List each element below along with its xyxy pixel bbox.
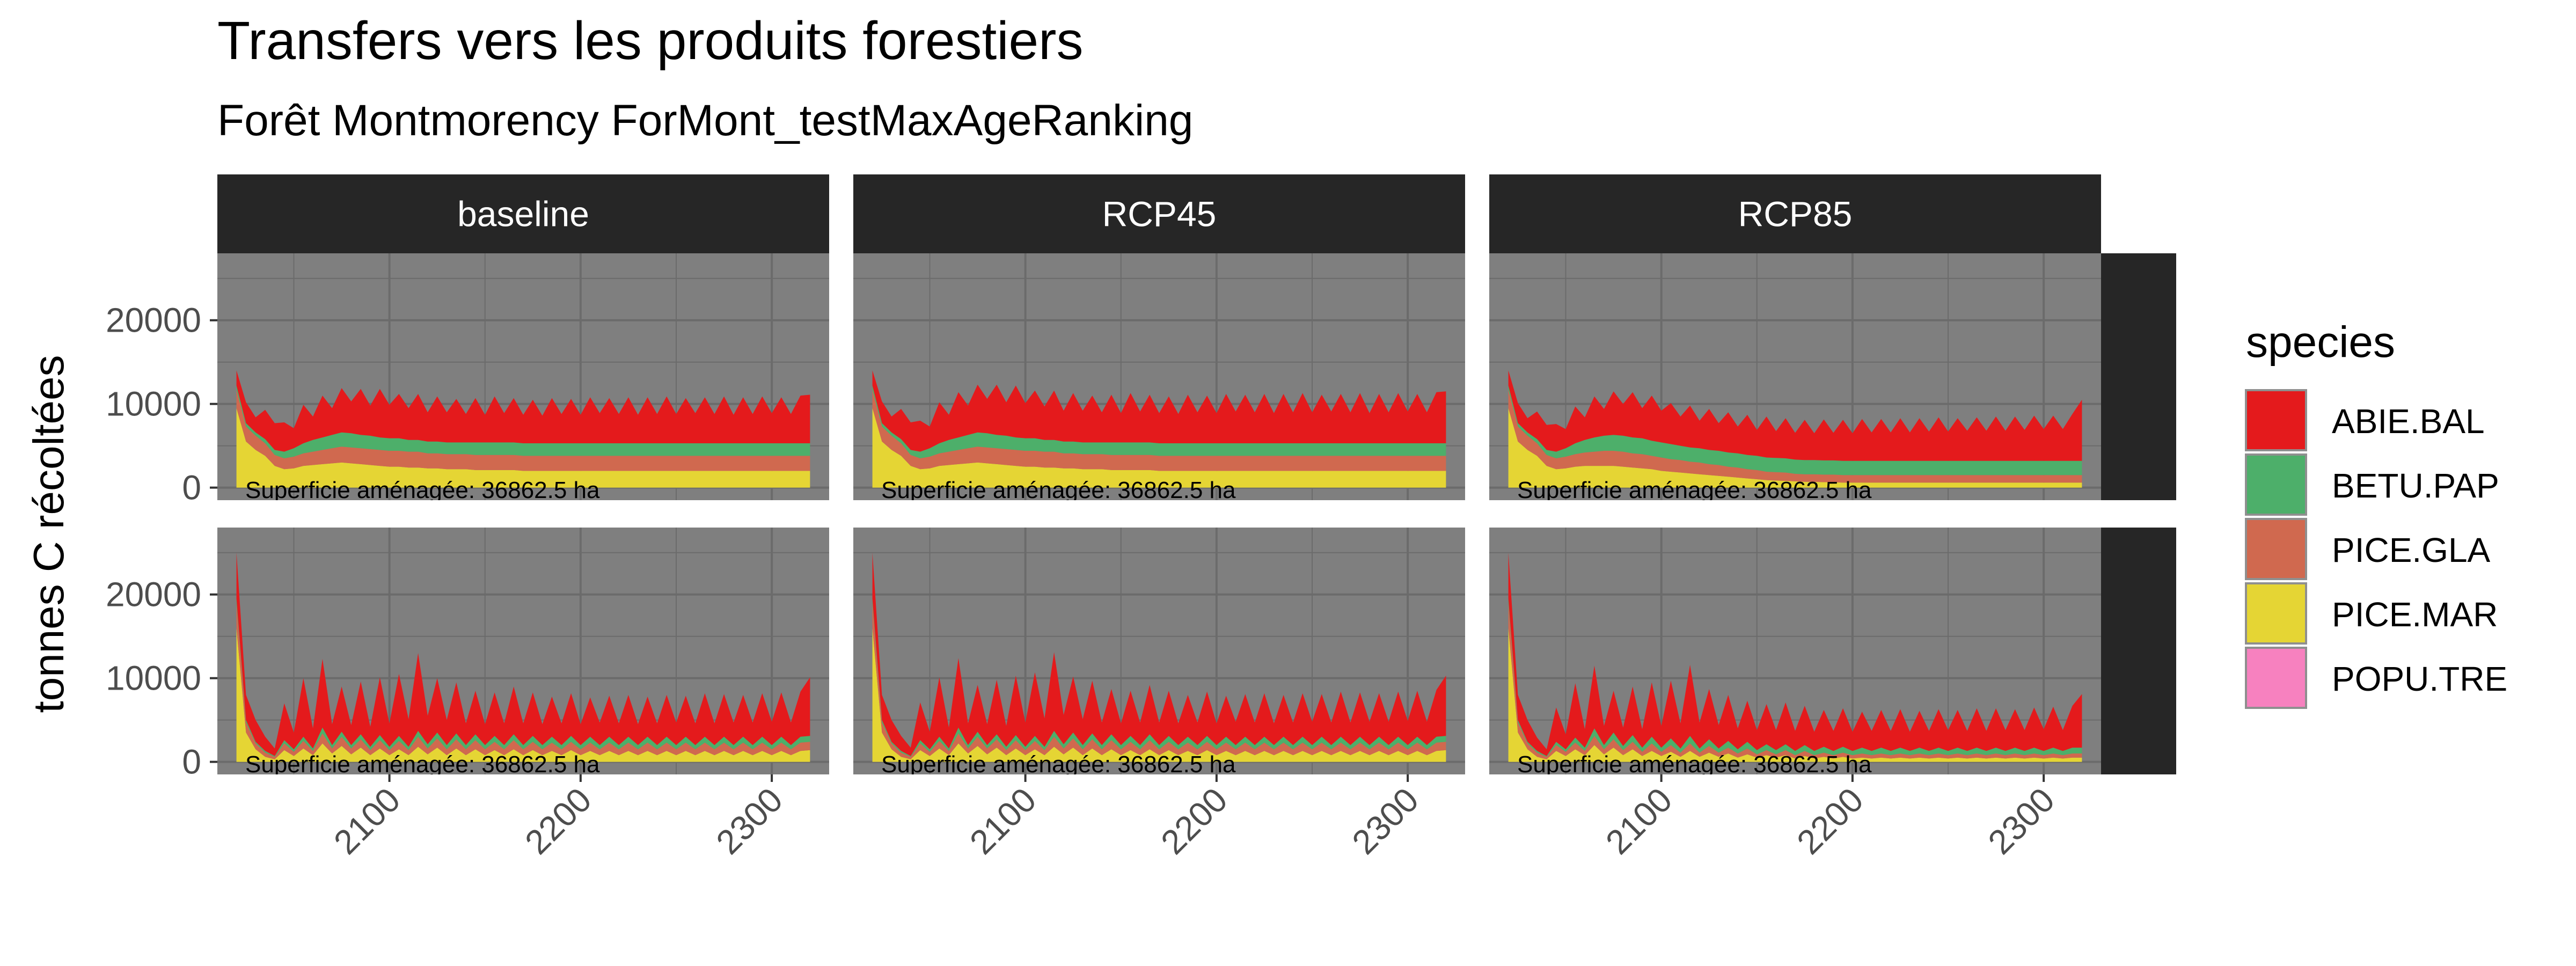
stacked-areas: [872, 552, 1446, 762]
panel-annotation: Superficie aménagée: 36862.5 ha: [245, 751, 600, 778]
area-pice-mar: [872, 408, 1446, 488]
panel-rcp85-couvert-permanent: Superficie aménagée: 36862.5 ha: [1489, 528, 2101, 778]
legend-label: ABIE.BAL: [2332, 402, 2485, 441]
facet-strip-rcp85: RCP85: [1489, 174, 2101, 253]
panel-annotation: Superficie aménagée: 36862.5 ha: [881, 751, 1236, 778]
x-tick-label: 2300: [708, 780, 790, 862]
area-pice-gla: [1508, 390, 2082, 483]
plot-area: baseline RCP45 RCP85 CPRS Couvert permanent S…: [106, 174, 2176, 862]
stacked-areas: [872, 370, 1446, 488]
y-tick-label: 10000: [106, 659, 201, 698]
legend-swatch: [2245, 647, 2307, 709]
y-tick-label: 20000: [106, 575, 201, 614]
area-abie-bal: [872, 370, 1446, 452]
y-tick-label: 10000: [106, 385, 201, 423]
legend-item-popu-tre: POPU.TRE: [2245, 647, 2507, 709]
legend-item-pice-mar: PICE.MAR: [2245, 582, 2498, 645]
x-axis-3: 2100 2200 2300: [1598, 774, 2062, 862]
legend-label: BETU.PAP: [2332, 466, 2499, 505]
area-abie-bal: [1508, 552, 2082, 756]
y-tick-label: 0: [182, 743, 201, 781]
legend: species ABIE.BAL BETU.PAP PICE.GLA PICE.MAR…: [2245, 318, 2507, 709]
area-pice-gla: [236, 390, 810, 471]
panel-rcp45-couvert-permanent: Superficie aménagée: 36862.5 ha: [853, 528, 1465, 778]
legend-swatch: [2245, 453, 2307, 516]
legend-swatch: [2245, 518, 2307, 580]
chart-title: Transfers vers les produits forestiers: [217, 11, 1083, 71]
facet-strip-label: RCP85: [1738, 194, 1853, 234]
stacked-areas: [236, 370, 810, 488]
area-abie-bal: [1508, 370, 2082, 461]
x-tick-label: 2200: [517, 780, 599, 862]
facet-strip-rcp45: RCP45: [853, 174, 1465, 253]
legend-label: POPU.TRE: [2332, 660, 2507, 698]
y-tick-label: 20000: [106, 301, 201, 340]
legend-title: species: [2246, 318, 2395, 367]
y-tick-label: 0: [182, 469, 201, 507]
area-betu-pap: [872, 385, 1446, 458]
stacked-areas: [1508, 552, 2082, 762]
x-tick-label: 2300: [1344, 780, 1426, 862]
panel-annotation: Superficie aménagée: 36862.5 ha: [881, 477, 1236, 503]
x-tick-label: 2100: [1598, 780, 1680, 862]
x-tick-label: 2200: [1153, 780, 1235, 862]
legend-swatch: [2245, 582, 2307, 645]
x-tick-label: 2100: [326, 780, 408, 862]
area-pice-gla: [872, 390, 1446, 471]
row-strip-couvert-permanent: Couvert permanent: [2101, 528, 2176, 774]
x-tick-label: 2200: [1789, 780, 1871, 862]
area-betu-pap: [1508, 385, 2082, 475]
area-abie-bal: [236, 370, 810, 452]
y-axis-title: tonnes C récoltées: [25, 355, 72, 713]
panel-annotation: Superficie aménagée: 36862.5 ha: [1517, 477, 1872, 503]
legend-item-pice-gla: PICE.GLA: [2245, 518, 2491, 580]
stacked-areas: [236, 552, 810, 762]
panel-baseline-cprs: Superficie aménagée: 36862.5 ha: [217, 253, 829, 503]
legend-swatch: [2245, 389, 2307, 451]
legend-label: PICE.MAR: [2332, 595, 2498, 634]
panel-annotation: Superficie aménagée: 36862.5 ha: [1517, 751, 1872, 778]
facet-strip-label: baseline: [457, 194, 589, 234]
chart-subtitle: Forêt Montmorency ForMont_testMaxAgeRank…: [217, 96, 1193, 145]
area-betu-pap: [236, 385, 810, 458]
area-abie-bal: [872, 552, 1446, 756]
legend-label: PICE.GLA: [2332, 531, 2491, 569]
legend-item-abie-bal: ABIE.BAL: [2245, 389, 2485, 451]
facet-strip-baseline: baseline: [217, 174, 829, 253]
panel-baseline-couvert-permanent: Superficie aménagée: 36862.5 ha: [217, 528, 829, 778]
x-axis-1: 2100 2200 2300: [326, 774, 790, 862]
row-strip-cprs: CPRS: [2101, 253, 2176, 500]
area-pice-mar: [236, 408, 810, 488]
area-pice-mar: [1508, 408, 2082, 488]
legend-item-betu-pap: BETU.PAP: [2245, 453, 2499, 516]
y-axis-2: 0 10000 20000: [106, 575, 217, 781]
x-axis-2: 2100 2200 2300: [962, 774, 1426, 862]
panel-annotation: Superficie aménagée: 36862.5 ha: [245, 477, 600, 503]
panel-rcp45-cprs: Superficie aménagée: 36862.5 ha: [853, 253, 1465, 503]
x-tick-label: 2100: [962, 780, 1044, 862]
x-tick-label: 2300: [1980, 780, 2062, 862]
facet-strip-label: RCP45: [1102, 194, 1217, 234]
panel-rcp85-cprs: Superficie aménagée: 36862.5 ha: [1489, 253, 2101, 503]
area-abie-bal: [236, 552, 810, 756]
y-axis-1: 0 10000 20000: [106, 301, 217, 507]
stacked-areas: [1508, 370, 2082, 488]
